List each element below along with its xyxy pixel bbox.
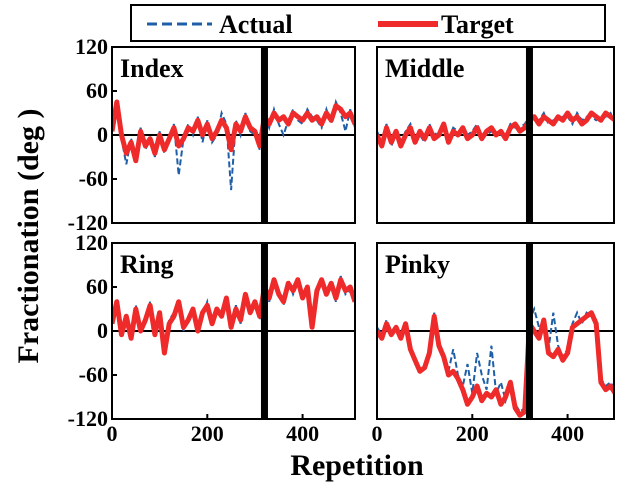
y-tick-label: 120 <box>75 34 108 59</box>
legend-label-actual: Actual <box>219 10 293 39</box>
y-tick-label: 120 <box>75 230 108 255</box>
x-tick-label: 0 <box>107 421 118 446</box>
series-pinky-target <box>377 310 614 418</box>
panel-middle: Middle <box>376 46 615 224</box>
y-tick-label: -120 <box>68 406 108 431</box>
y-tick-label: 0 <box>97 318 108 343</box>
panels: Index 120 60 0 -60 -120 Middle Ring 120 60 0 -60 -12… <box>68 34 615 446</box>
y-tick-label: -60 <box>79 166 108 191</box>
x-tick-label: 200 <box>456 421 489 446</box>
panel-title-pinky: Pinky <box>385 250 450 279</box>
panel-frame <box>376 242 615 420</box>
panel-index: Index 120 60 0 -60 -120 <box>68 34 356 235</box>
panel-frame <box>376 46 615 224</box>
panel-pinky: Pinky 0 200 400 <box>372 242 615 446</box>
legend-label-target: Target <box>441 10 514 39</box>
x-tick-label: 400 <box>551 421 584 446</box>
y-tick-label: 60 <box>86 78 108 103</box>
y-tick-label: 60 <box>86 274 108 299</box>
series-middle-target <box>377 110 614 149</box>
legend: Actual Target <box>130 4 606 42</box>
panel-title-ring: Ring <box>120 250 173 279</box>
series-ring-target <box>112 277 355 356</box>
x-tick-label: 0 <box>372 421 383 446</box>
panel-title-index: Index <box>120 54 184 83</box>
legend-box <box>130 4 606 42</box>
series-index-target <box>112 99 355 164</box>
y-tick-label: -120 <box>68 210 108 235</box>
x-axis-label: Repetition <box>290 449 424 482</box>
series-pinky-actual <box>377 305 614 414</box>
y-tick-label: -60 <box>79 362 108 387</box>
x-tick-label: 400 <box>286 421 319 446</box>
y-tick-label: 0 <box>97 122 108 147</box>
panel-title-middle: Middle <box>385 54 464 83</box>
y-axis-label: Fractionation (deg ) <box>12 109 45 364</box>
x-tick-label: 200 <box>191 421 224 446</box>
